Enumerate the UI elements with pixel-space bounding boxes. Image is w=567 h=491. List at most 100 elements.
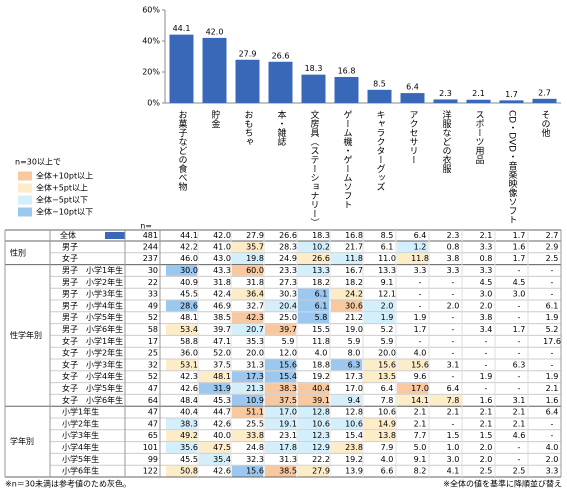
table-cell: 13.5 <box>378 372 396 381</box>
table-cell: 10.6 <box>345 419 363 428</box>
cell-highlight <box>331 359 362 371</box>
cell-highlight <box>166 300 197 312</box>
cell-highlight <box>298 406 329 418</box>
table-cell: 53.4 <box>180 325 198 334</box>
value-label: 44.1 <box>173 24 191 33</box>
cell-highlight <box>199 453 230 465</box>
table-cell: 48.1 <box>180 313 198 322</box>
value-label: 2.7 <box>538 88 551 97</box>
table-cell: 39.7 <box>279 325 297 334</box>
table-cell: 2.5 <box>546 254 559 263</box>
table-cell: - <box>551 419 554 428</box>
table-cell: 4.0 <box>381 455 394 464</box>
table-cell: 38.3 <box>279 384 297 393</box>
row-n: 101 <box>143 443 158 452</box>
cell-highlight <box>232 288 263 300</box>
cell-highlight <box>397 383 428 394</box>
cell-highlight <box>298 383 329 394</box>
table-cell: 2.1 <box>480 419 493 428</box>
table-cell: - <box>485 384 488 393</box>
table-cell: 1.7 <box>513 325 526 334</box>
table-cell: 2.0 <box>447 301 460 310</box>
table-cell: 2.9 <box>546 242 559 251</box>
value-label: 2.1 <box>472 89 485 98</box>
table-cell: 37.5 <box>213 360 231 369</box>
table-cell: - <box>452 337 455 346</box>
row-n: 25 <box>148 349 158 358</box>
table-cell: - <box>551 290 554 299</box>
table-cell: 21.3 <box>246 384 264 393</box>
table-cell: 5.2 <box>546 325 559 334</box>
cell-highlight <box>166 324 197 335</box>
table-cell: 2.1 <box>546 384 559 393</box>
table-cell: - <box>551 360 554 369</box>
cell-highlight <box>397 241 428 253</box>
value-label: 2.3 <box>439 89 452 98</box>
table-cell: 12.8 <box>345 408 363 417</box>
table-cell: - <box>452 325 455 334</box>
row-label: 小学3年生 <box>62 430 99 440</box>
table-cell: 21.7 <box>345 242 363 251</box>
cell-highlight <box>298 430 329 442</box>
table-cell: - <box>518 337 521 346</box>
table-cell: 6.4 <box>447 384 460 393</box>
row-n: 52 <box>148 372 158 381</box>
table-cell: - <box>419 337 422 346</box>
table-cell: 26.6 <box>312 254 330 263</box>
table-cell: 13.8 <box>378 431 396 440</box>
table-cell: 7.7 <box>414 431 427 440</box>
cell-highlight <box>199 383 230 394</box>
table-cell: 12.1 <box>378 290 396 299</box>
table-cell: 3.3 <box>480 242 493 251</box>
table-cell: 49.2 <box>180 431 198 440</box>
table-cell: 27.3 <box>279 278 297 287</box>
y-tick-label: 20% <box>142 68 160 77</box>
table-cell: 2.5 <box>480 467 493 476</box>
legend-swatch <box>18 171 32 181</box>
table-cell: - <box>551 349 554 358</box>
table-cell: - <box>518 443 521 452</box>
table-cell: 32.7 <box>246 301 264 310</box>
table-cell: 2.1 <box>513 419 526 428</box>
table-cell: 10.6 <box>378 408 396 417</box>
row-n: 30 <box>148 266 158 275</box>
table-cell: 17.0 <box>345 384 363 393</box>
row-n: 65 <box>148 431 158 440</box>
table-cell: - <box>518 349 521 358</box>
category-label: ゲーム機・ゲームソフト <box>342 110 353 209</box>
table-cell: 11.8 <box>411 254 429 263</box>
table-cell: 3.3 <box>414 266 427 275</box>
table-cell: 9.1 <box>381 278 394 287</box>
table-cell: 13.3 <box>378 266 396 275</box>
cell-highlight <box>298 253 329 265</box>
table-cell: 12.0 <box>279 349 297 358</box>
cell-highlight <box>199 442 230 453</box>
table-cell: 9.1 <box>414 455 427 464</box>
table-cell: - <box>518 455 521 464</box>
table-cell: 31.3 <box>246 360 264 369</box>
cell-highlight <box>265 465 296 477</box>
table-cell: 2.0 <box>480 455 493 464</box>
cell-highlight <box>232 430 263 442</box>
cell-highlight <box>265 371 296 383</box>
table-cell: - <box>518 313 521 322</box>
table-cell: 19.8 <box>246 254 264 263</box>
legend-swatch <box>18 183 32 193</box>
table-cell: 39.7 <box>213 325 231 334</box>
table-cell: 37.5 <box>279 396 297 405</box>
table-cell: 1.9 <box>546 372 559 381</box>
n-header: n= <box>140 222 152 231</box>
cell-highlight <box>364 312 395 324</box>
table-cell: 40.9 <box>180 278 198 287</box>
table-cell: 42.4 <box>213 290 231 299</box>
table-cell: 42.2 <box>180 242 198 251</box>
table-cell: 24.9 <box>279 254 297 263</box>
legend-label: 全体−5pt以下 <box>36 195 88 205</box>
table-cell: - <box>485 337 488 346</box>
category-label: スポーツ用品 <box>474 110 485 165</box>
row-label: 男子 <box>62 242 78 251</box>
table-cell: 1.5 <box>447 431 460 440</box>
table-cell: 23.1 <box>279 431 297 440</box>
row-n: 49 <box>148 301 158 310</box>
table-cell: 1.6 <box>513 242 526 251</box>
